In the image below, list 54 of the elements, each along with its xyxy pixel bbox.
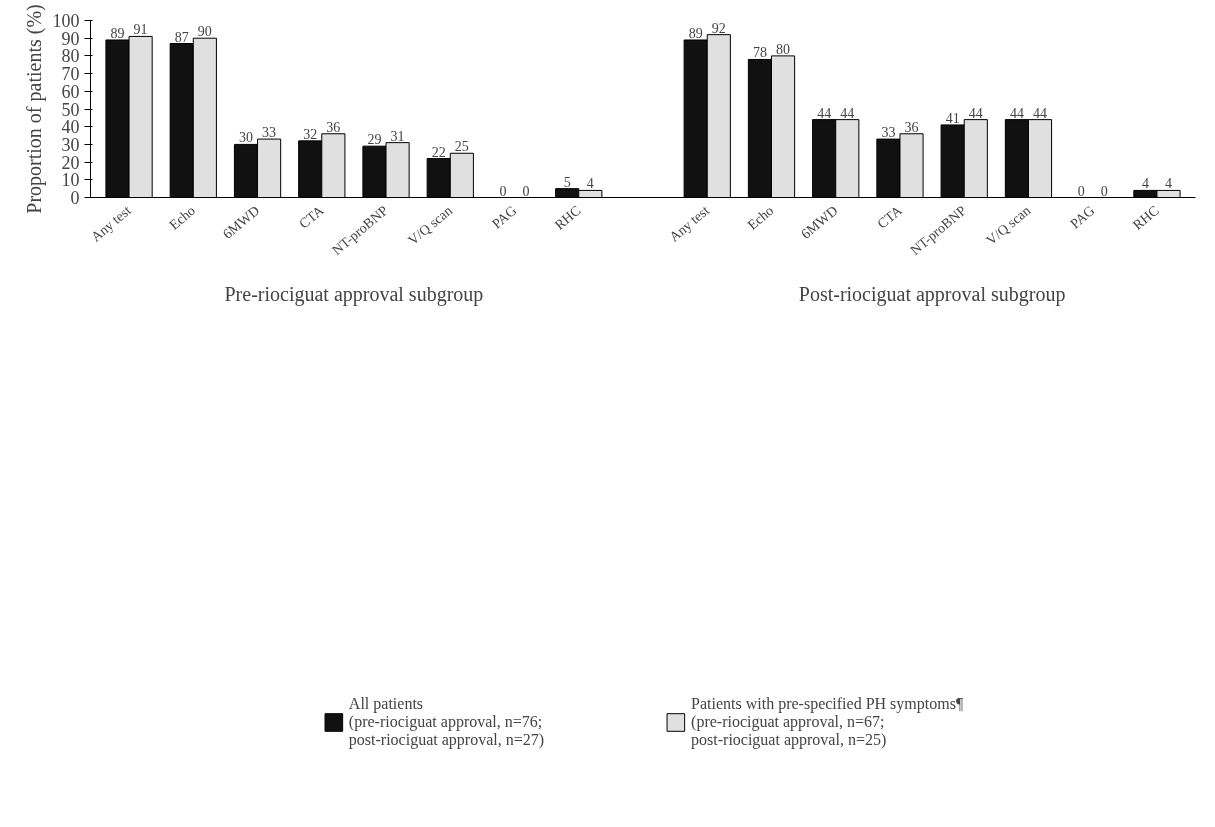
data-label: 80 [776,41,791,57]
data-label: 25 [454,139,469,155]
data-label: 30 [238,130,253,146]
data-label: 78 [752,45,767,61]
y-tick-label: 50 [61,99,80,120]
data-label: 44 [840,105,855,121]
x-tick-label: Echo [166,202,199,233]
data-label: 4 [586,176,594,192]
text: Post-riociguat approval subgroup [798,282,1066,306]
x-tick-label: CTA [874,202,906,232]
data-label: 32 [303,126,318,142]
y-axis-title: Proportion of patients (%) [22,4,46,214]
x-tick-label: Any test [666,202,713,245]
data-label: 87 [174,29,189,45]
y-tick-label: 90 [61,28,80,49]
data-label: 44 [817,105,832,121]
data-label: 22 [431,144,446,160]
x-tick-label: PAG [1067,202,1098,232]
data-label: 0 [1077,183,1085,199]
data-label: 29 [367,132,382,148]
data-label: 4 [1141,176,1149,192]
data-label: 36 [326,119,341,135]
data-label: 0 [499,183,507,199]
data-label: 33 [881,125,896,141]
x-tick-label: CTA [296,202,328,232]
x-tick-label: V/Q scan [405,202,456,249]
text: Pre-riociguat approval subgroup [224,282,484,306]
y-tick-label: 20 [61,152,80,173]
data-label: 92 [711,20,726,36]
y-tick-label: 10 [61,170,80,191]
data-label: 44 [968,105,983,121]
x-tick-label: V/Q scan [983,202,1034,249]
y-tick-label: 100 [52,11,80,31]
legend-label: Patients with pre-specified PH symptoms¶ (pre-riociguat approval, n=67; post-riociguat approval, n=25) [691,695,964,750]
y-tick-label: 80 [61,46,80,67]
data-label: 89 [110,25,125,41]
y-tick-label: 0 [70,188,80,208]
x-tick-label: Echo [744,202,777,233]
data-label: 91 [133,22,148,38]
data-label: 90 [197,24,212,40]
data-label: 5 [563,174,571,190]
data-label: 89 [688,25,703,41]
data-label: 0 [1100,183,1108,199]
data-label: 36 [904,119,919,135]
legend-label: All patients (pre-riociguat approval, n=76; post-riociguat approval, n=27) [348,695,545,750]
data-label: 4 [1165,176,1173,192]
data-label: 44 [1009,105,1024,121]
data-label: 41 [945,110,960,126]
x-tick-label: PAG [489,202,520,232]
x-tick-label: Any test [88,202,134,245]
data-label: 33 [262,125,277,141]
data-label: 31 [390,128,405,144]
data-label: 44 [1033,105,1048,121]
data-label: 0 [522,183,530,199]
